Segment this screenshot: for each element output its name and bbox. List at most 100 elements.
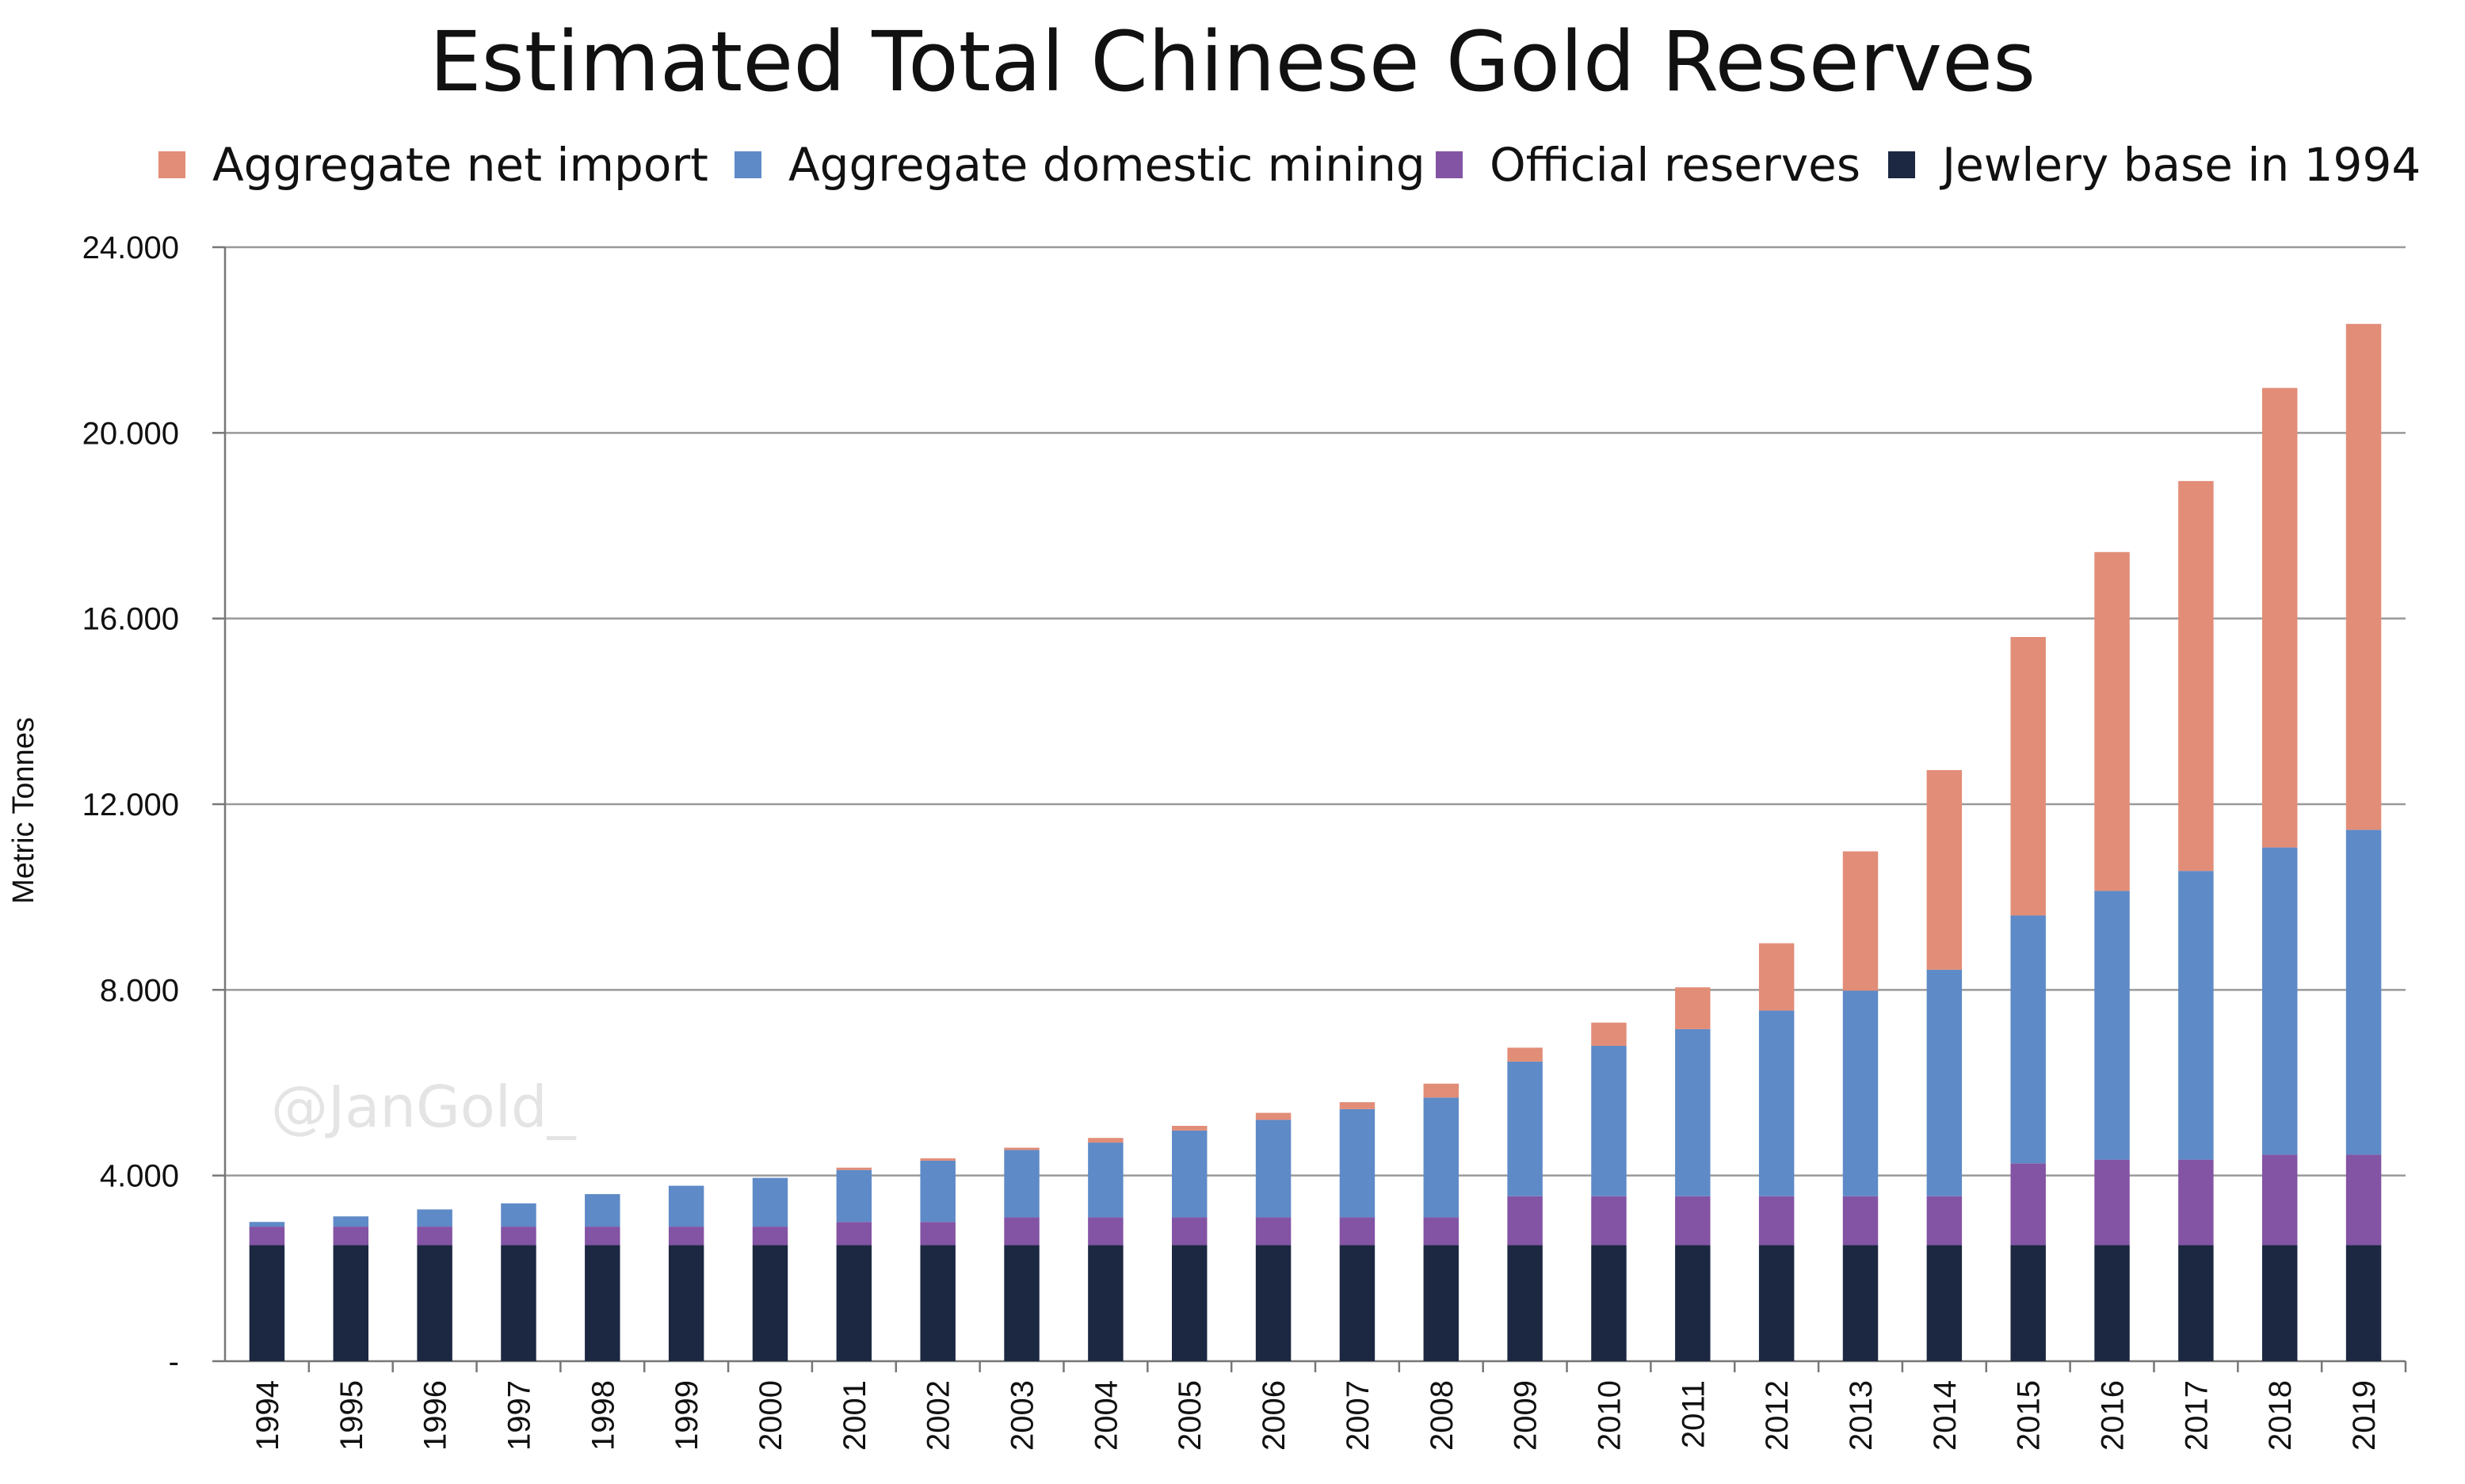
bar-segment <box>1339 1245 1376 1361</box>
legend-item-official-reserves: Official reserves <box>1436 133 1860 196</box>
bar-segment <box>417 1245 452 1361</box>
bar-segment <box>2262 847 2298 1155</box>
x-tick-label: 2018 <box>2263 1380 2298 1451</box>
bar-segment <box>1842 990 1879 1196</box>
chart-title: Estimated Total Chinese Gold Reserves <box>429 13 2036 110</box>
bar-segment <box>1591 1196 1627 1246</box>
bar-segment <box>333 1245 368 1361</box>
bar-segment <box>2010 915 2046 1164</box>
y-tick-label: 4.000 <box>100 1159 179 1194</box>
bar-segment <box>1088 1217 1124 1246</box>
bar-segment <box>1926 969 1963 1196</box>
bar-segment <box>1591 1022 1627 1046</box>
bar-segment <box>1507 1061 1543 1196</box>
bar-segment <box>249 1226 285 1246</box>
x-tick-label: 1995 <box>334 1380 369 1451</box>
bar-segment <box>668 1245 704 1361</box>
bar-segment <box>1926 1196 1963 1246</box>
bar-segment <box>1088 1245 1124 1361</box>
bar-segment <box>1339 1217 1376 1246</box>
x-tick-label: 2002 <box>922 1380 956 1451</box>
bar-segment <box>1255 1120 1292 1218</box>
x-tick-label: 2019 <box>2347 1380 2382 1451</box>
bar-segment <box>2345 1154 2382 1246</box>
bar-segment <box>1758 1245 1795 1361</box>
bar-segment <box>2010 636 2046 916</box>
bar-segment <box>752 1226 788 1246</box>
bar-segment <box>1507 1047 1543 1062</box>
legend-swatch-official-reserves <box>1436 151 1463 178</box>
bar-segment <box>1758 1196 1795 1246</box>
x-tick-label: 2011 <box>1676 1380 1711 1448</box>
bar-segment <box>501 1226 536 1246</box>
bar-segment <box>2262 1154 2298 1246</box>
x-tick-label: 2012 <box>1760 1380 1795 1451</box>
bar-segment <box>1507 1245 1543 1361</box>
x-tick-label: 2005 <box>1173 1380 1208 1451</box>
bar-segment <box>585 1194 620 1227</box>
bar-segment <box>1675 1196 1711 1246</box>
bar-segment <box>333 1226 368 1246</box>
bar-segment <box>1926 769 1963 970</box>
x-tick-label: 2000 <box>754 1380 788 1451</box>
y-tick-label: 12.000 <box>82 788 179 822</box>
x-tick-label: 2010 <box>1592 1380 1627 1451</box>
y-axis-label: Metric Tonnes <box>7 717 40 904</box>
legend-swatch-jewlery-base <box>1888 151 1915 178</box>
x-tick-label: 1997 <box>502 1380 536 1451</box>
bar-segment <box>1004 1245 1040 1361</box>
x-tick-label: 1999 <box>670 1380 704 1451</box>
bar-segment <box>1004 1147 1040 1150</box>
legend: Aggregate net import Aggregate domestic … <box>0 133 2465 196</box>
bar-segment <box>920 1160 956 1223</box>
bar-segment <box>2094 1159 2130 1246</box>
bar-segment <box>1172 1217 1208 1246</box>
bar-segment <box>1591 1045 1627 1196</box>
bar-segment <box>2345 830 2382 1155</box>
bar-segment <box>920 1158 956 1161</box>
bar-segment <box>1675 1028 1711 1196</box>
bar-segment <box>1255 1245 1292 1361</box>
bar-segment <box>2094 891 2130 1160</box>
bar-segment <box>2262 1245 2298 1361</box>
bar-segment <box>1255 1217 1292 1246</box>
bar-segment <box>836 1167 872 1170</box>
bar-segment <box>1004 1217 1040 1246</box>
bar-segment <box>2345 323 2382 830</box>
bar-segment <box>920 1222 956 1246</box>
bar-segment <box>585 1245 620 1361</box>
bar-segment <box>249 1245 285 1361</box>
x-tick-label: 2003 <box>1005 1380 1040 1451</box>
y-tick-label: 24.000 <box>82 231 179 265</box>
x-tick-label: 2013 <box>1844 1380 1879 1451</box>
bar-segment <box>501 1245 536 1361</box>
x-tick-label: 1994 <box>250 1380 285 1451</box>
y-tick-label: 20.000 <box>82 416 179 451</box>
bar-segment <box>501 1203 536 1227</box>
x-tick-label: 2004 <box>1089 1380 1124 1451</box>
legend-swatch-net-import <box>158 151 185 178</box>
bar-segment <box>1758 1010 1795 1196</box>
watermark: @JanGold_ <box>271 1074 576 1140</box>
legend-item-domestic-mining: Aggregate domestic mining <box>735 133 1425 196</box>
bar-segment <box>1675 1245 1711 1361</box>
bar-segment <box>1675 987 1711 1029</box>
x-tick-label: 2016 <box>2096 1380 2131 1451</box>
bar-segment <box>417 1226 452 1246</box>
y-tick-label: - <box>169 1345 179 1379</box>
bar-segment <box>249 1222 285 1227</box>
bar-segment <box>2094 1245 2130 1361</box>
bar-segment <box>1088 1138 1124 1143</box>
bar-segment <box>2178 1245 2214 1361</box>
bar-segment <box>2178 1159 2214 1246</box>
bar-segment <box>1926 1245 1963 1361</box>
legend-label-jewlery-base: Jewlery base in 1994 <box>1942 138 2421 192</box>
bar-segment <box>333 1216 368 1227</box>
legend-swatch-domestic-mining <box>735 151 761 178</box>
bar-segment <box>1842 851 1879 991</box>
x-tick-label: 2008 <box>1425 1380 1460 1451</box>
bar-segment <box>920 1245 956 1361</box>
bar-segment <box>2094 551 2130 891</box>
x-tick-label: 2015 <box>2012 1380 2047 1451</box>
bar-segment <box>1172 1245 1208 1361</box>
